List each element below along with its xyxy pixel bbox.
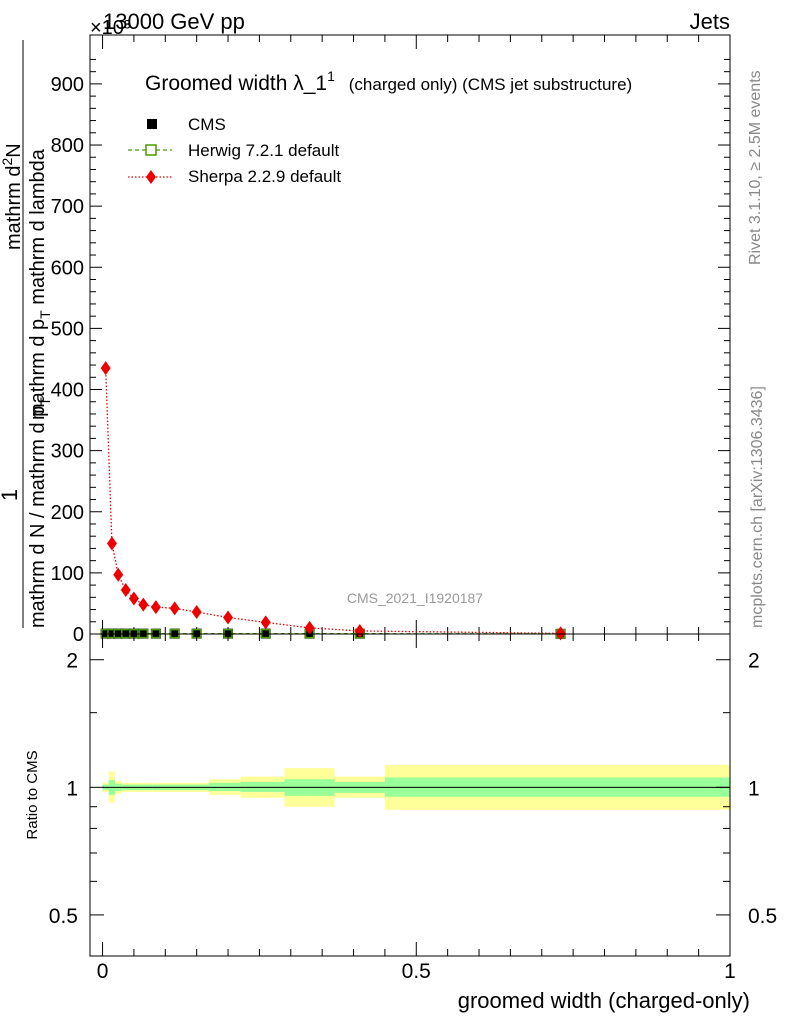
main-ytick-label: 800	[51, 135, 84, 157]
ratio-xtick-label: 0	[97, 960, 109, 983]
legend-sherpa-label: Sherpa 2.2.9 default	[188, 167, 341, 186]
ratio-x-tick-labels: 0 0.5 1	[97, 960, 736, 983]
ratio-ytick-label: 1	[66, 777, 78, 800]
plot-title-symbol: λ_1	[293, 72, 327, 95]
ratio-plot-frame	[89, 633, 731, 957]
plot-title: Groomed width	[145, 72, 287, 95]
analysis-watermark: CMS_2021_I1920187	[347, 590, 483, 606]
ratio-ytick-label-right: 1	[748, 777, 760, 800]
y-label-numerator: mathrm d	[3, 166, 25, 250]
legend-cms-marker	[147, 119, 157, 129]
ratio-ytick-label: 0.5	[49, 905, 78, 928]
sherpa-point	[223, 610, 234, 625]
y-label-den2: mathrm d p	[27, 319, 49, 420]
energy-label: 13000 GeV pp	[103, 9, 245, 34]
sherpa-point	[555, 626, 566, 641]
sherpa-point	[150, 600, 161, 615]
sherpa-point	[169, 601, 180, 616]
sherpa-point	[304, 620, 315, 635]
main-ytick-label: 100	[51, 563, 84, 585]
ratio-y-tick-labels: 0.5 0.5 1 1 2 2	[49, 650, 777, 928]
ratio-ytick-label-right: 0.5	[748, 905, 777, 928]
legend-herwig-marker	[145, 144, 157, 156]
sherpa-point	[138, 597, 149, 612]
main-ytick-label: 300	[51, 441, 84, 463]
main-ytick-label: 200	[51, 502, 84, 524]
sherpa-point	[113, 567, 124, 582]
sherpa-point	[128, 591, 139, 606]
main-ytick-label: 500	[51, 318, 84, 340]
legend-cms-label: CMS	[188, 115, 226, 134]
sherpa-point	[100, 361, 111, 376]
y-label-num-sup: 2	[0, 158, 15, 166]
ratio-xtick-label: 0.5	[402, 960, 431, 983]
y-label-denominator: mathrm d N / mathrm d p	[27, 406, 49, 628]
main-plot-frame	[89, 34, 731, 635]
legend-herwig-label: Herwig 7.2.1 default	[188, 141, 339, 160]
main-ytick-label: 0	[73, 624, 84, 646]
sherpa-point	[120, 582, 131, 597]
main-ytick-label: 600	[51, 257, 84, 279]
svg-text:mathrm d pT mathrm d lambda: mathrm d pT mathrm d lambda	[27, 148, 53, 420]
legend-sherpa-marker	[146, 170, 156, 184]
ratio-axis-ticks	[90, 634, 731, 956]
y-label-den-sub: T	[37, 397, 53, 406]
mcplots-label: mcplots.cern.ch [arXiv:1306.3436]	[749, 386, 766, 628]
main-ytick-label: 700	[51, 196, 84, 218]
ratio-ytick-label: 2	[66, 650, 78, 673]
plot-title-sup: 1	[327, 68, 335, 84]
ratio-ytick-label-right: 2	[748, 650, 760, 673]
plot-title-suffix: (charged only) (CMS jet substructure)	[349, 75, 632, 94]
main-data	[100, 361, 566, 641]
svg-text:mathrm d N / mathrm d pT: mathrm d N / mathrm d pT	[27, 397, 53, 628]
multiplier-label: ×10³	[90, 17, 131, 39]
main-ytick-label: 900	[51, 74, 84, 96]
y-label-den2-tail: mathrm d lambda	[27, 148, 49, 304]
y-label-one: 1	[0, 489, 22, 501]
svg-text:mathrm d2N: mathrm d2N	[0, 143, 25, 250]
main-y-label: 1 mathrm d N / mathrm d pT mathrm d pT m…	[0, 40, 53, 628]
main-ytick-label: 400	[51, 380, 84, 402]
rivet-label: Rivet 3.1.10, ≥ 2.5M events	[747, 70, 764, 265]
main-axis-ticks	[90, 35, 731, 635]
svg-text:Groomed width λ_11 (ch: Groomed width λ_11 (charged only) (CMS j…	[145, 63, 632, 95]
ratio-y-label: Ratio to CMS	[24, 750, 41, 839]
y-label-num-n: N	[3, 143, 25, 157]
process-label: Jets	[690, 9, 730, 34]
legend: CMS Herwig 7.2.1 default Sherpa 2.2.9 de…	[128, 115, 341, 186]
y-label-den2-sub: T	[37, 310, 53, 319]
sherpa-point	[106, 536, 117, 551]
sherpa-point	[260, 615, 271, 630]
x-axis-label: groomed width (charged-only)	[458, 988, 750, 1013]
sherpa-line	[105, 368, 561, 635]
sherpa-point	[191, 604, 202, 619]
main-y-tick-labels: 0 100 200 300 400 500 600 700 800 900	[51, 74, 84, 646]
ratio-xtick-label: 1	[724, 960, 736, 983]
